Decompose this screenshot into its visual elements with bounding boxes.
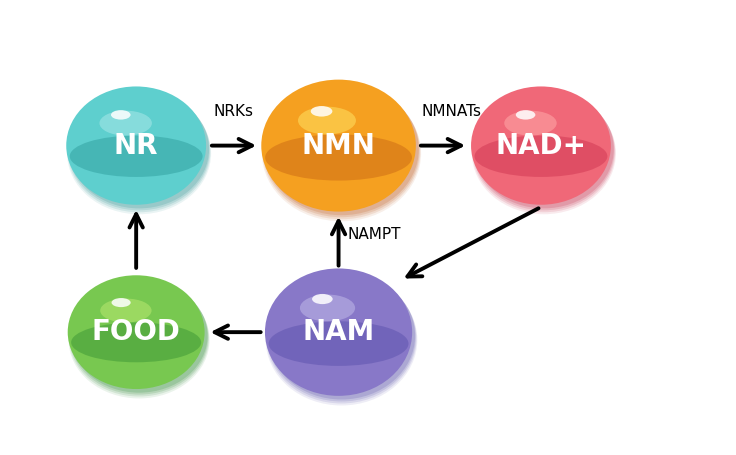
Ellipse shape: [265, 268, 412, 396]
Text: NMNATs: NMNATs: [422, 104, 482, 119]
Ellipse shape: [68, 91, 210, 210]
Ellipse shape: [112, 298, 131, 307]
Ellipse shape: [263, 85, 420, 219]
Ellipse shape: [100, 298, 152, 323]
Ellipse shape: [70, 280, 208, 394]
Ellipse shape: [504, 111, 556, 136]
Ellipse shape: [516, 110, 535, 120]
Ellipse shape: [267, 273, 416, 401]
Ellipse shape: [473, 91, 615, 210]
Ellipse shape: [99, 111, 152, 136]
Ellipse shape: [473, 91, 615, 212]
Text: NAD+: NAD+: [495, 131, 587, 160]
Ellipse shape: [474, 90, 614, 208]
Ellipse shape: [69, 280, 209, 396]
Ellipse shape: [263, 84, 420, 217]
Ellipse shape: [68, 275, 205, 389]
Ellipse shape: [67, 92, 211, 214]
Ellipse shape: [475, 136, 607, 177]
Ellipse shape: [472, 92, 616, 214]
Text: NAM: NAM: [302, 318, 375, 346]
Ellipse shape: [71, 279, 208, 393]
Ellipse shape: [266, 274, 417, 405]
Ellipse shape: [66, 86, 206, 205]
Ellipse shape: [266, 273, 417, 404]
Ellipse shape: [269, 321, 408, 366]
Ellipse shape: [262, 86, 421, 221]
Ellipse shape: [471, 86, 611, 205]
Text: NMN: NMN: [302, 131, 375, 160]
Ellipse shape: [70, 136, 202, 177]
Text: NAMPT: NAMPT: [347, 227, 401, 242]
Ellipse shape: [69, 90, 209, 208]
Ellipse shape: [311, 106, 333, 116]
Ellipse shape: [111, 110, 130, 120]
Ellipse shape: [312, 294, 333, 304]
Ellipse shape: [268, 272, 415, 399]
Ellipse shape: [68, 91, 210, 212]
Ellipse shape: [300, 294, 355, 321]
Text: NRKs: NRKs: [213, 104, 253, 119]
Text: NR: NR: [114, 131, 158, 160]
Ellipse shape: [265, 134, 412, 181]
Text: FOOD: FOOD: [92, 318, 180, 346]
Ellipse shape: [71, 323, 201, 362]
Ellipse shape: [298, 106, 356, 134]
Ellipse shape: [264, 83, 419, 215]
Ellipse shape: [68, 281, 210, 399]
Ellipse shape: [261, 80, 416, 212]
